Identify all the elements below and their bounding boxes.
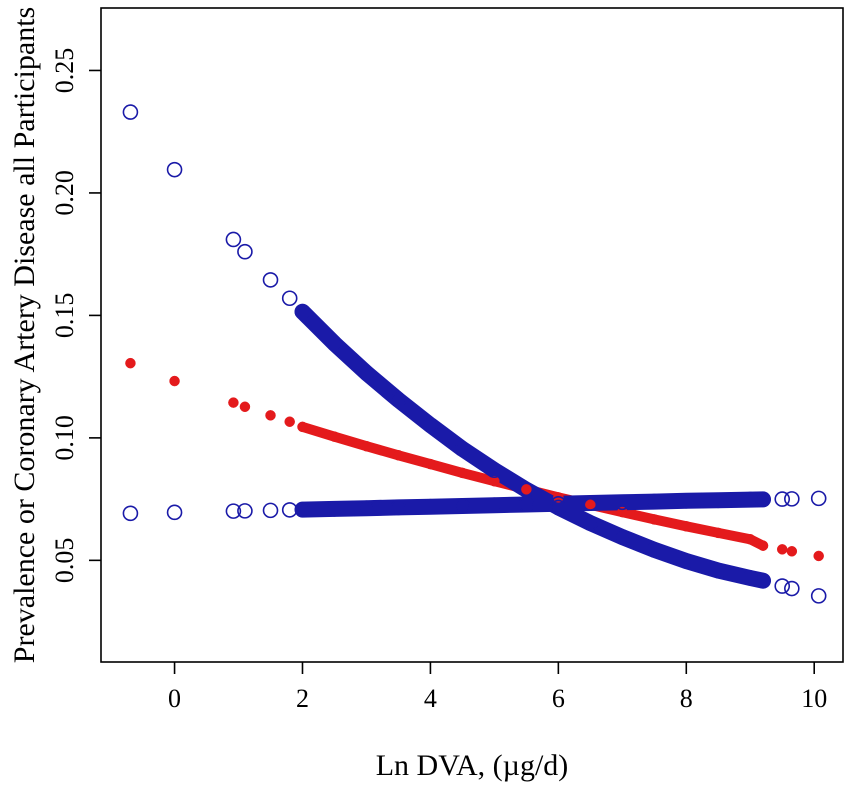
- ci-point: [454, 498, 471, 514]
- estimate-point: [265, 410, 276, 421]
- estimate-point: [239, 401, 251, 413]
- ci-point: [774, 491, 791, 507]
- ci-point: [518, 496, 535, 513]
- y-tick-label: 0.05: [50, 538, 79, 584]
- y-axis: 0.05 0.10 0.15 0.20 0.25: [50, 48, 101, 583]
- ci-point: [784, 580, 800, 597]
- x-tick-label: 4: [424, 684, 437, 713]
- estimate-point: [757, 540, 769, 551]
- estimate-point: [425, 458, 436, 470]
- estimate-point: [329, 431, 340, 442]
- ci-point: [326, 335, 343, 352]
- ci-point: [122, 505, 139, 522]
- ci-point: [710, 562, 727, 579]
- x-axis: 0 2 4 6 8 10: [168, 662, 827, 713]
- estimate-point: [125, 357, 136, 369]
- ci-point: [166, 504, 183, 521]
- ci-point: [166, 161, 183, 178]
- ci-point: [614, 494, 631, 511]
- ci-point: [237, 503, 253, 519]
- estimate-point: [745, 534, 756, 545]
- ci-point: [810, 588, 827, 604]
- estimate-point: [228, 397, 239, 408]
- ci-point: [784, 491, 800, 507]
- ci-point: [678, 493, 695, 509]
- ci-point: [486, 462, 503, 479]
- ci-point: [550, 499, 567, 516]
- estimate-point: [393, 450, 404, 461]
- dense-band-ci: [294, 491, 771, 518]
- estimate-point: [489, 475, 500, 487]
- estimate-point: [681, 521, 692, 532]
- ci-point: [742, 491, 759, 508]
- ci-point: [262, 272, 279, 288]
- ci-point: [755, 491, 771, 508]
- estimate-point: [776, 544, 788, 555]
- ci-point: [390, 392, 407, 408]
- estimate-point: [297, 421, 308, 433]
- ci-point: [390, 499, 407, 516]
- y-axis-title: Prevalence or Coronary Artery Disease al…: [8, 7, 41, 663]
- ci-point: [122, 104, 139, 120]
- estimate-point: [813, 550, 824, 562]
- ci-point: [294, 303, 311, 320]
- estimate-point: [361, 440, 372, 452]
- y-tick-label: 0.25: [50, 48, 79, 94]
- x-tick-label: 2: [296, 684, 309, 713]
- estimate-point: [521, 484, 532, 495]
- estimate-point: [713, 527, 724, 539]
- ci-point: [225, 231, 242, 248]
- ci-point: [614, 529, 631, 545]
- ci-point: [358, 500, 375, 516]
- ci-point: [646, 542, 663, 558]
- ci-point: [225, 503, 242, 519]
- y-tick-label: 0.20: [50, 170, 79, 216]
- ci-point: [422, 417, 439, 433]
- estimate-point: [786, 546, 798, 557]
- ci-point: [755, 572, 771, 589]
- y-tick-label: 0.15: [50, 293, 79, 339]
- x-tick-label: 8: [680, 684, 693, 713]
- x-tick-label: 0: [168, 684, 181, 713]
- ci-point: [710, 492, 727, 509]
- ci-point: [422, 498, 439, 515]
- estimate-point: [169, 375, 180, 387]
- ci-point: [678, 553, 695, 569]
- ci-point: [237, 243, 253, 260]
- x-tick-label: 6: [552, 684, 565, 713]
- ci-point: [774, 578, 791, 594]
- dense-bands-layer: [294, 303, 771, 589]
- ci-point: [454, 441, 471, 457]
- x-axis-title: Ln DVA, (µg/d): [376, 749, 569, 782]
- ci-point: [281, 290, 298, 307]
- y-tick-label: 0.10: [50, 415, 79, 461]
- ci-point: [326, 501, 343, 517]
- estimate-point: [649, 514, 660, 525]
- ci-point: [262, 502, 279, 519]
- ci-point: [810, 490, 827, 507]
- ci-point: [582, 515, 599, 531]
- ci-point: [646, 493, 663, 510]
- data-points-layer: [122, 104, 827, 604]
- estimate-point: [284, 416, 295, 427]
- ci-point: [582, 495, 599, 511]
- ci-point: [281, 502, 298, 518]
- ci-point: [358, 365, 375, 381]
- estimate-point: [457, 467, 468, 479]
- ci-point: [486, 497, 503, 514]
- ci-point: [550, 495, 567, 512]
- x-tick-label: 10: [801, 684, 827, 713]
- ci-point: [294, 501, 311, 518]
- plot-frame: [100, 7, 844, 663]
